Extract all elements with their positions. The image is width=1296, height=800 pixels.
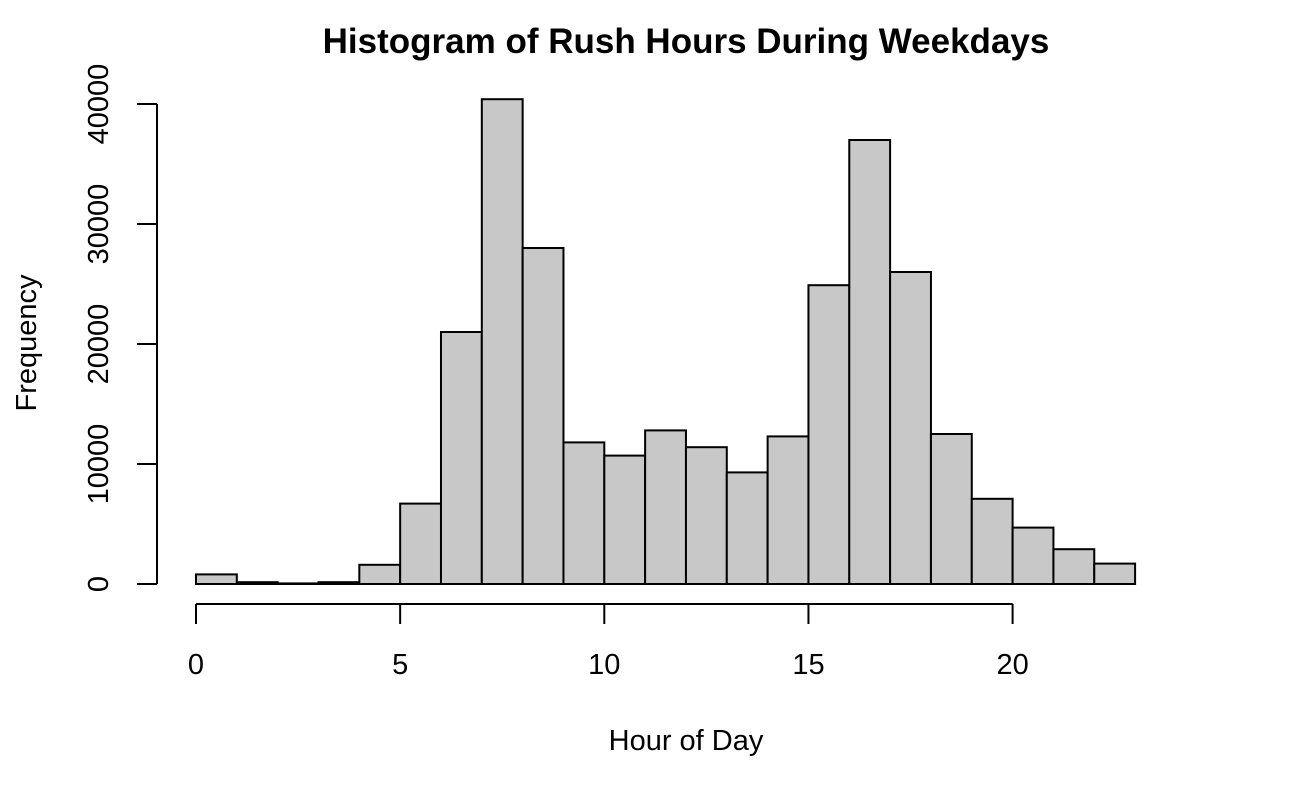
histogram-bar	[562, 441, 606, 585]
histogram-bar	[929, 433, 973, 585]
histogram-bar	[235, 581, 279, 586]
histogram-bar	[603, 454, 647, 585]
y-axis-label: Frequency	[11, 274, 43, 412]
histogram-bar	[317, 581, 361, 586]
y-tick-label: 20000	[83, 304, 115, 385]
histogram-bar	[521, 247, 565, 585]
histogram-bar	[1052, 548, 1096, 586]
histogram-bar	[439, 331, 483, 585]
histogram-bar	[807, 284, 851, 585]
histogram-bar	[358, 563, 402, 585]
histogram-bar	[725, 471, 769, 585]
y-tick-label: 40000	[83, 64, 115, 145]
histogram-bar	[276, 582, 320, 586]
y-tick-label: 10000	[83, 424, 115, 505]
histogram-bar	[766, 435, 810, 585]
x-axis: 0 5 10 15 20	[188, 603, 1029, 681]
y-tick-label: 30000	[83, 184, 115, 265]
histogram-bar	[399, 502, 442, 586]
histogram-bar	[1011, 526, 1055, 585]
histogram-bar	[970, 497, 1014, 585]
x-tick-label: 0	[188, 649, 204, 681]
histogram-bar	[195, 573, 238, 586]
y-axis: 0 10000 20000 30000 40000	[83, 64, 158, 592]
x-tick-label: 10	[588, 649, 620, 681]
histogram-bar	[889, 271, 932, 585]
histogram-bar	[684, 446, 728, 586]
x-tick-label: 15	[792, 649, 824, 681]
histogram-bar	[1093, 562, 1137, 585]
y-tick-label: 0	[83, 576, 115, 592]
x-tick-label: 5	[392, 649, 408, 681]
chart-title: Histogram of Rush Hours During Weekdays	[323, 22, 1050, 61]
bars-group	[195, 98, 1137, 586]
x-tick-label: 20	[996, 649, 1028, 681]
x-axis-label: Hour of Day	[609, 725, 764, 757]
histogram-bar	[848, 139, 892, 585]
histogram-bar	[480, 98, 524, 585]
histogram-bar	[644, 429, 687, 585]
